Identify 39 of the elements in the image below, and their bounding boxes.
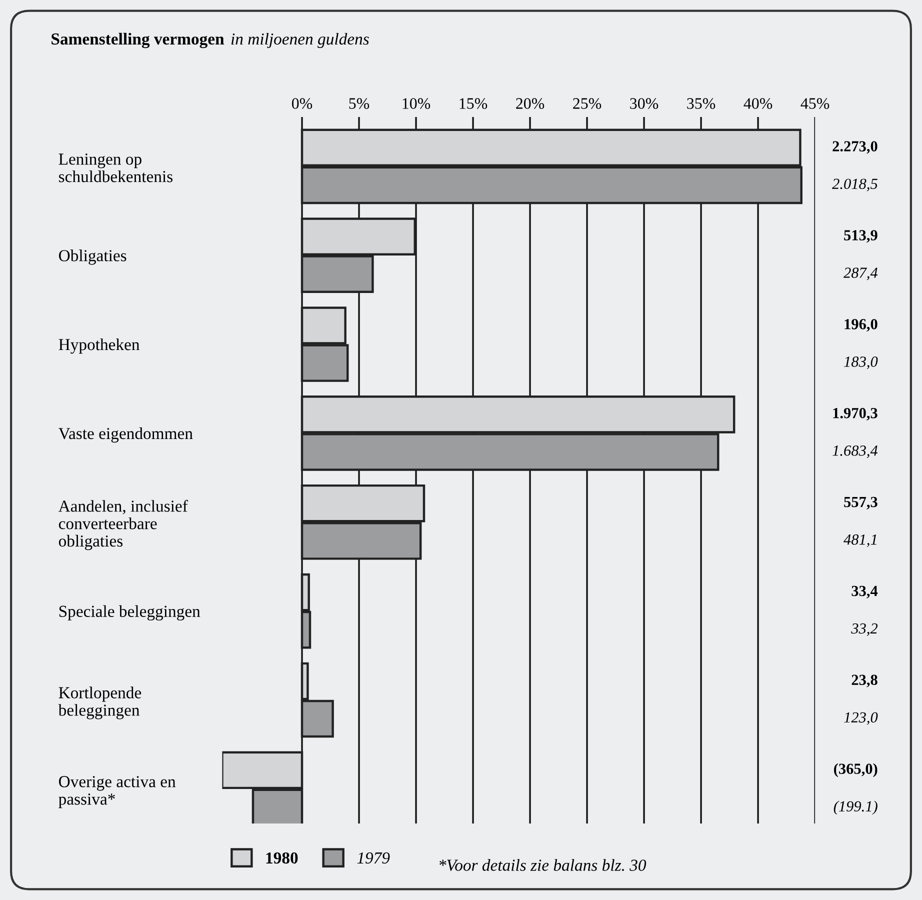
x-tick-label: 0%: [292, 98, 312, 109]
x-tick-label: 10%: [402, 98, 430, 109]
text: 1.970,3: [833, 408, 878, 420]
text: 33,2: [851, 623, 878, 636]
x-tick-label: 25%: [573, 98, 602, 109]
text: 196,0: [844, 319, 878, 332]
text: (199.1): [834, 800, 878, 815]
legend-label: 1980: [266, 852, 298, 864]
text: 557,3: [844, 496, 878, 510]
x-tick-label: 45%: [800, 98, 830, 109]
text: 33,4: [852, 586, 878, 598]
legend-label: 1979: [357, 852, 390, 864]
text: 513,9: [844, 230, 878, 243]
text: 1.683,4: [832, 445, 878, 458]
text: 287,4: [844, 268, 878, 280]
y-tick-label: Leningen op schuldbekentenis: [58, 154, 172, 182]
chart-title: Samenstelling vermogen: [52, 32, 224, 48]
text: 2.273,0: [832, 141, 878, 154]
y-tick-label: Hypotheken: [58, 338, 140, 354]
text: *Voor details zie balans blz. 30: [440, 859, 646, 871]
text: 481,1: [844, 534, 876, 547]
text: 123,0: [844, 712, 878, 725]
y-tick-label: Aandelen, inclusief converteerbare obligaties: [58, 500, 188, 550]
y-tick-label: Kortlopende beleggingen: [58, 686, 142, 720]
y-tick-label: Speciale beleggingen: [59, 605, 200, 620]
y-tick-label: Overige activa en passiva*: [58, 776, 176, 808]
x-tick-label: 30%: [630, 98, 658, 109]
text: (365,0): [834, 763, 878, 778]
x-tick-label: 5%: [349, 98, 370, 109]
y-tick-label: Obligaties: [59, 250, 126, 265]
y-tick-label: Vaste eigendommen: [58, 427, 193, 443]
x-tick-label: 40%: [744, 98, 772, 109]
text: 2.018,5: [832, 178, 878, 192]
text: 23,8: [852, 674, 878, 688]
x-tick-label: 20%: [516, 98, 544, 109]
chart-subtitle: in miljoenen guldens: [231, 32, 369, 48]
x-tick-label: 35%: [687, 98, 716, 109]
text: 183,0: [844, 356, 878, 370]
x-tick-label: 15%: [460, 98, 488, 109]
